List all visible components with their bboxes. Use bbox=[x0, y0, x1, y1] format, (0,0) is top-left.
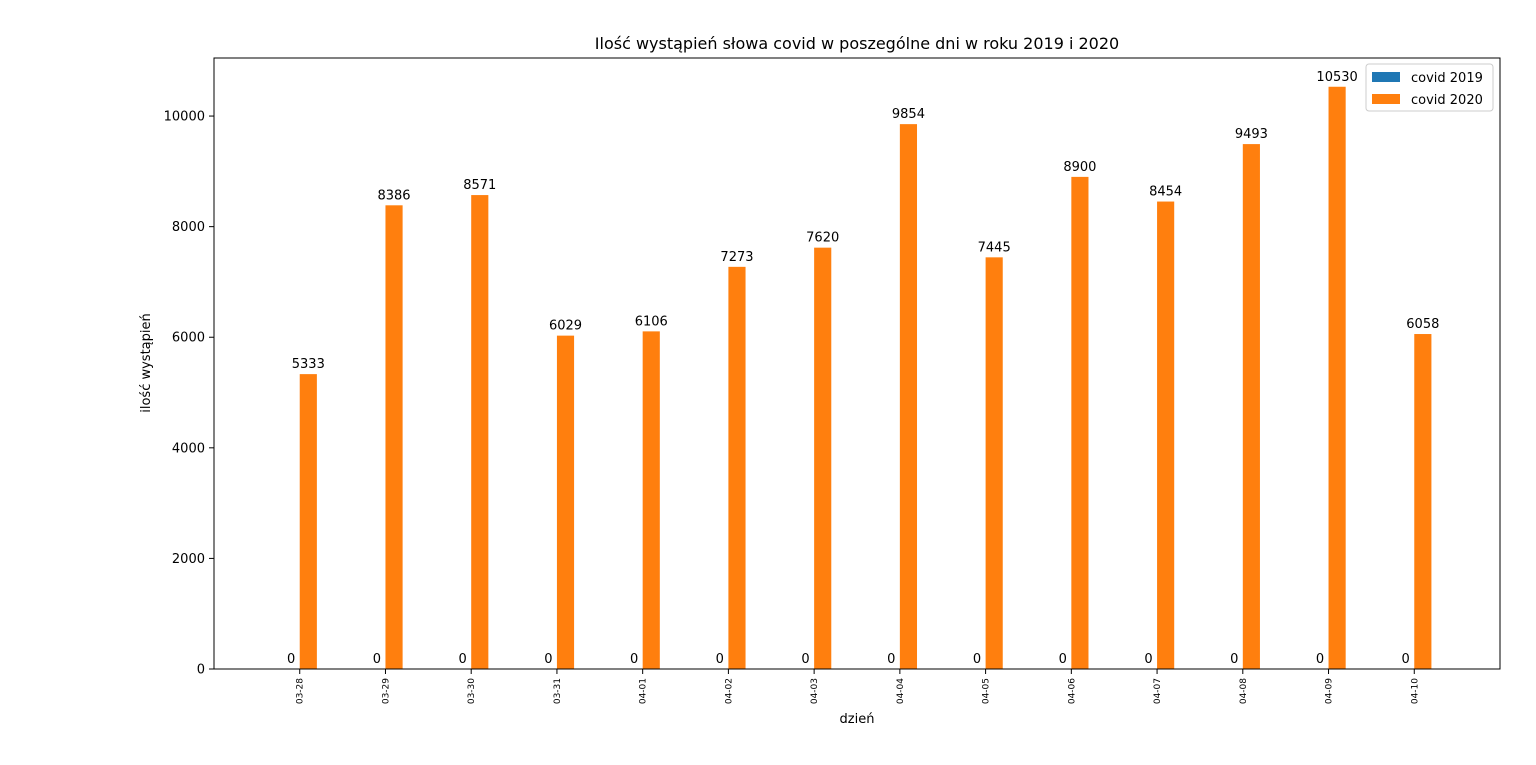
bar-value-label: 0 bbox=[630, 652, 638, 667]
bar-value-label: 6029 bbox=[549, 319, 582, 334]
x-tick-label: 04-09 bbox=[1325, 678, 1335, 704]
bar-value-label: 6106 bbox=[635, 314, 668, 329]
bar-value-label: 0 bbox=[1316, 652, 1324, 667]
x-tick-label: 04-03 bbox=[810, 678, 820, 704]
plot-frame bbox=[213, 57, 1501, 670]
x-tick-label: 04-06 bbox=[1067, 678, 1077, 704]
bar-value-label: 0 bbox=[1230, 652, 1238, 667]
bar-covid-2020 bbox=[1157, 201, 1175, 670]
bar-value-label: 0 bbox=[373, 652, 381, 667]
x-tick-label: 03-30 bbox=[467, 678, 477, 704]
bar-covid-2020 bbox=[728, 266, 746, 669]
bar-value-label: 0 bbox=[973, 652, 981, 667]
bar-value-label: 0 bbox=[1059, 652, 1067, 667]
bar-covid-2020 bbox=[814, 247, 832, 670]
bar-covid-2020 bbox=[385, 205, 403, 669]
y-tick-label: 8000 bbox=[172, 220, 205, 235]
x-tick-label: 04-08 bbox=[1239, 678, 1249, 704]
bar-covid-2020 bbox=[1328, 86, 1346, 670]
y-axis-ticks: 0 2000 4000 6000 8000 10000 bbox=[164, 110, 214, 678]
legend-label-2020: covid 2020 bbox=[1411, 93, 1483, 108]
x-tick-label: 04-10 bbox=[1410, 678, 1420, 704]
bar-value-label: 10530 bbox=[1316, 70, 1357, 85]
bar-value-label: 0 bbox=[1402, 652, 1410, 667]
bar-value-label: 8900 bbox=[1063, 160, 1096, 175]
bar-value-label: 5333 bbox=[292, 357, 325, 372]
bar-value-label: 8386 bbox=[377, 188, 410, 203]
x-tick-label: 03-31 bbox=[553, 678, 563, 704]
y-tick-label: 0 bbox=[197, 663, 205, 678]
legend-label-2019: covid 2019 bbox=[1411, 71, 1483, 86]
x-tick-label: 04-05 bbox=[982, 678, 992, 704]
x-tick-label: 04-02 bbox=[724, 678, 734, 704]
bar-value-label: 7445 bbox=[978, 240, 1011, 255]
x-tick-label: 03-29 bbox=[381, 678, 391, 704]
y-axis-label: ilość wystąpień bbox=[139, 313, 154, 413]
bars-group bbox=[299, 86, 1432, 670]
bar-covid-2020 bbox=[556, 335, 575, 669]
bar-labels-group: 0 5333 0 8386 0 8571 0 6029 0 6106 0 7273 0 7620 0 9854… bbox=[287, 70, 1439, 667]
bar-value-label: 7273 bbox=[720, 250, 753, 265]
y-tick-label: 6000 bbox=[172, 331, 205, 346]
bar-value-label: 6058 bbox=[1406, 317, 1439, 332]
y-tick-label: 4000 bbox=[172, 441, 205, 456]
bar-covid-2020 bbox=[1242, 144, 1260, 669]
x-tick-label: 04-07 bbox=[1153, 678, 1163, 704]
bar-covid-2020 bbox=[1071, 176, 1089, 669]
legend: covid 2019 covid 2020 bbox=[1365, 63, 1494, 112]
bar-value-label: 0 bbox=[801, 652, 809, 667]
x-tick-label: 03-28 bbox=[296, 678, 306, 704]
bar-value-label: 9854 bbox=[892, 107, 925, 122]
x-tick-label: 04-01 bbox=[639, 678, 649, 704]
y-tick-label: 2000 bbox=[172, 552, 205, 567]
bar-covid-2020 bbox=[1414, 334, 1432, 669]
legend-swatch-2019 bbox=[1372, 72, 1400, 82]
legend-swatch-2020 bbox=[1372, 94, 1400, 104]
bar-value-label: 0 bbox=[716, 652, 724, 667]
bar-value-label: 0 bbox=[544, 652, 552, 667]
bar-value-label: 0 bbox=[1144, 652, 1152, 667]
bar-value-label: 9493 bbox=[1235, 127, 1268, 142]
bar-value-label: 7620 bbox=[806, 231, 839, 246]
x-axis-ticks: 03-28 03-29 03-30 03-31 04-01 04-02 04-03 04-04… bbox=[296, 669, 1420, 704]
bar-value-label: 0 bbox=[458, 652, 466, 667]
bar-value-label: 8454 bbox=[1149, 185, 1182, 200]
x-axis-label: dzień bbox=[840, 712, 875, 727]
chart-title: Ilość wystąpień słowa covid w poszególne… bbox=[595, 34, 1119, 53]
bar-covid-2020 bbox=[642, 331, 660, 669]
bar-covid-2020 bbox=[471, 195, 489, 670]
bar-covid-2020 bbox=[899, 124, 918, 669]
bar-value-label: 0 bbox=[287, 652, 295, 667]
bar-covid-2020 bbox=[299, 374, 317, 669]
bar-covid-2020 bbox=[985, 257, 1003, 669]
y-tick-label: 10000 bbox=[164, 110, 205, 125]
bar-value-label: 0 bbox=[887, 652, 895, 667]
x-tick-label: 04-04 bbox=[896, 678, 906, 704]
bar-value-label: 8571 bbox=[463, 178, 496, 193]
